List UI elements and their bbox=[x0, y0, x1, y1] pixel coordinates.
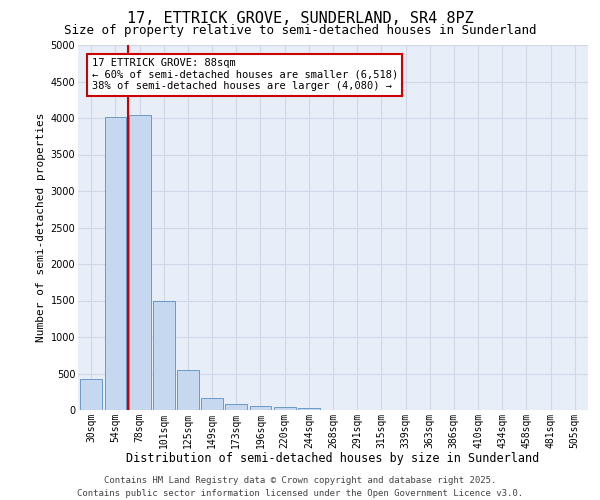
Bar bbox=[153, 301, 175, 410]
Bar bbox=[201, 398, 223, 410]
Text: Contains HM Land Registry data © Crown copyright and database right 2025.
Contai: Contains HM Land Registry data © Crown c… bbox=[77, 476, 523, 498]
Bar bbox=[226, 404, 247, 410]
Bar bbox=[80, 378, 102, 410]
Bar bbox=[250, 406, 271, 410]
Y-axis label: Number of semi-detached properties: Number of semi-detached properties bbox=[37, 113, 46, 342]
Bar bbox=[129, 115, 151, 410]
X-axis label: Distribution of semi-detached houses by size in Sunderland: Distribution of semi-detached houses by … bbox=[127, 452, 539, 465]
Bar bbox=[177, 370, 199, 410]
Bar bbox=[274, 406, 296, 410]
Text: 17, ETTRICK GROVE, SUNDERLAND, SR4 8PZ: 17, ETTRICK GROVE, SUNDERLAND, SR4 8PZ bbox=[127, 11, 473, 26]
Text: 17 ETTRICK GROVE: 88sqm
← 60% of semi-detached houses are smaller (6,518)
38% of: 17 ETTRICK GROVE: 88sqm ← 60% of semi-de… bbox=[92, 58, 398, 92]
Text: Size of property relative to semi-detached houses in Sunderland: Size of property relative to semi-detach… bbox=[64, 24, 536, 37]
Bar bbox=[298, 408, 320, 410]
Bar bbox=[104, 116, 127, 410]
